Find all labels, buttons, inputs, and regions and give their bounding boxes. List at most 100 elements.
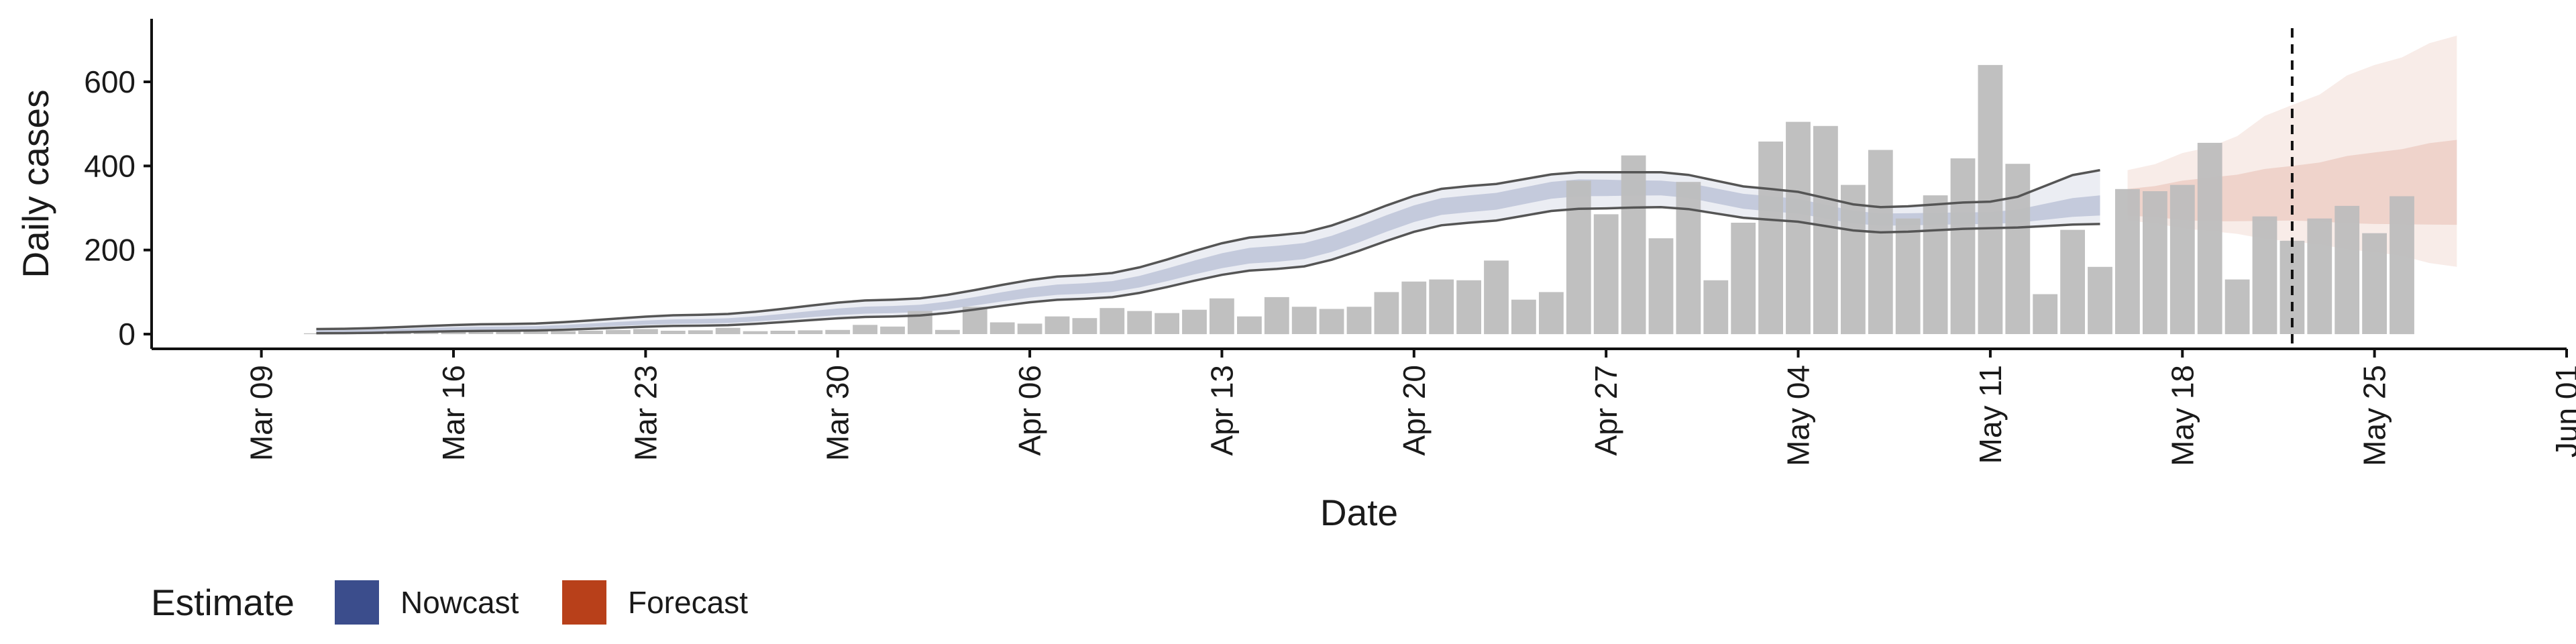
x-tick-label: Apr 13: [1205, 365, 1240, 456]
observed-cases-bar: [551, 331, 576, 335]
observed-cases-bar: [2033, 294, 2058, 334]
x-tick-label: Mar 16: [436, 365, 471, 461]
nowcast-outer-ribbon: [316, 170, 2100, 333]
observed-cases-bar: [1621, 155, 1646, 335]
observed-cases-bar: [989, 322, 1015, 334]
observed-cases-bar: [2224, 279, 2250, 335]
observed-cases-bar: [1210, 298, 1234, 335]
x-tick-label: Mar 30: [820, 365, 855, 461]
observed-cases-bar: [578, 331, 603, 334]
observed-cases-bar: [1758, 142, 1783, 335]
axes: 0 200 400 600 Mar 09 Mar 16 Mar 23 Mar 30 Apr 06…: [84, 19, 2576, 466]
observed-cases-bar: [1923, 195, 1948, 334]
observed-cases-bar: [1237, 316, 1262, 334]
x-tick-label: May 18: [2165, 365, 2200, 466]
observed-cases-bar: [2060, 229, 2085, 334]
observed-cases-bar: [1484, 260, 1509, 335]
observed-cases-bar: [441, 331, 466, 335]
observed-cases-bar: [1950, 158, 1976, 335]
legend-title: Estimate: [151, 582, 294, 623]
x-tick-label: Apr 06: [1012, 365, 1047, 456]
observed-cases-bar: [1566, 180, 1591, 335]
legend-swatch-nowcast: [335, 580, 379, 625]
y-tick-label: 400: [84, 148, 136, 183]
observed-cases-bar: [468, 331, 494, 334]
y-axis-title: Daily cases: [15, 89, 56, 278]
observed-cases-bar: [1895, 218, 1921, 335]
observed-cases-bar: [798, 330, 823, 334]
x-tick-label: May 04: [1781, 365, 1816, 466]
observed-cases-bar: [1648, 238, 1674, 335]
observed-cases-bar: [1044, 316, 1070, 334]
legend-label-forecast: Forecast: [628, 585, 748, 620]
legend-swatch-forecast: [562, 580, 606, 625]
legend: Estimate Nowcast Forecast: [151, 580, 748, 625]
observed-cases-bar: [1429, 279, 1454, 335]
observed-cases-bar: [1593, 214, 1619, 334]
x-tick-label: Mar 09: [244, 365, 279, 461]
observed-cases-bar: [1703, 280, 1729, 334]
observed-cases-bar: [2307, 218, 2332, 335]
observed-cases-bar: [1786, 121, 1811, 335]
y-tick-label: 0: [118, 317, 136, 352]
x-tick-label: Apr 27: [1589, 365, 1623, 456]
observed-cases-bar: [935, 329, 960, 335]
nowcast-upper-bound-line: [316, 168, 2100, 331]
observed-cases-bar: [2334, 205, 2360, 335]
observed-cases-bar: [2362, 233, 2387, 334]
observed-cases-bar: [715, 327, 741, 335]
observed-cases-bar: [660, 331, 686, 334]
plot-area: [304, 28, 2457, 349]
observed-cases-bar: [1401, 281, 1427, 334]
x-axis-title: Date: [1320, 492, 1398, 533]
observed-cases-bar: [2005, 164, 2031, 334]
observed-cases-bar: [770, 331, 796, 334]
observed-cases-bar: [413, 331, 439, 334]
observed-cases-bar: [523, 331, 549, 334]
x-tick-label: Jun 01: [2549, 365, 2576, 458]
observed-cases-bar: [2252, 216, 2277, 335]
observed-cases-bar: [880, 326, 905, 335]
observed-cases-bar: [1731, 223, 1756, 335]
observed-cases-bar: [1319, 309, 1344, 335]
observed-cases-bar: [2088, 266, 2112, 335]
observed-cases-bar: [1539, 292, 1564, 335]
observed-cases-bar: [1264, 297, 1289, 335]
observed-cases-bar: [1511, 299, 1536, 335]
observed-cases-bar: [2390, 196, 2414, 335]
observed-cases-bar: [1456, 280, 1481, 334]
observed-cases-bar: [2169, 184, 2195, 335]
observed-cases-bar: [1291, 307, 1317, 334]
y-tick-label: 600: [84, 64, 136, 99]
observed-cases-bar: [853, 325, 877, 335]
observed-cases-bar: [1676, 182, 1701, 335]
observed-cases-bar: [304, 333, 329, 335]
x-tick-label: May 11: [1973, 365, 2008, 464]
observed-cases-bar: [1155, 313, 1179, 334]
observed-cases-bar: [606, 329, 631, 335]
observed-cases-bar: [1099, 308, 1125, 335]
observed-cases-bar: [743, 331, 768, 335]
x-tick-label: Mar 23: [628, 365, 663, 461]
observed-cases-bar: [1346, 307, 1372, 334]
x-tick-label: Apr 20: [1397, 365, 1432, 456]
observed-cases-bar: [825, 329, 851, 335]
legend-label-nowcast: Nowcast: [400, 585, 519, 620]
observed-cases-bar: [1813, 125, 1838, 335]
observed-cases-bar: [633, 329, 658, 334]
observed-cases-bar: [2143, 191, 2167, 335]
observed-cases-bar: [2197, 142, 2222, 335]
observed-cases-bar: [496, 331, 521, 335]
nowcast-lower-bound-line: [316, 206, 2100, 335]
observed-cases-bar: [1841, 184, 1866, 335]
observed-cases-bar: [2115, 189, 2140, 334]
x-tick-label: May 25: [2357, 365, 2392, 466]
y-tick-label: 200: [84, 233, 136, 268]
observed-cases-bar: [1072, 318, 1097, 334]
observed-cases-bar: [1374, 292, 1399, 335]
observed-cases-bar: [1182, 309, 1207, 335]
observed-cases-bar: [1868, 150, 1893, 334]
observed-cases-bar: [1017, 323, 1042, 335]
observed-cases-bar: [688, 330, 713, 334]
